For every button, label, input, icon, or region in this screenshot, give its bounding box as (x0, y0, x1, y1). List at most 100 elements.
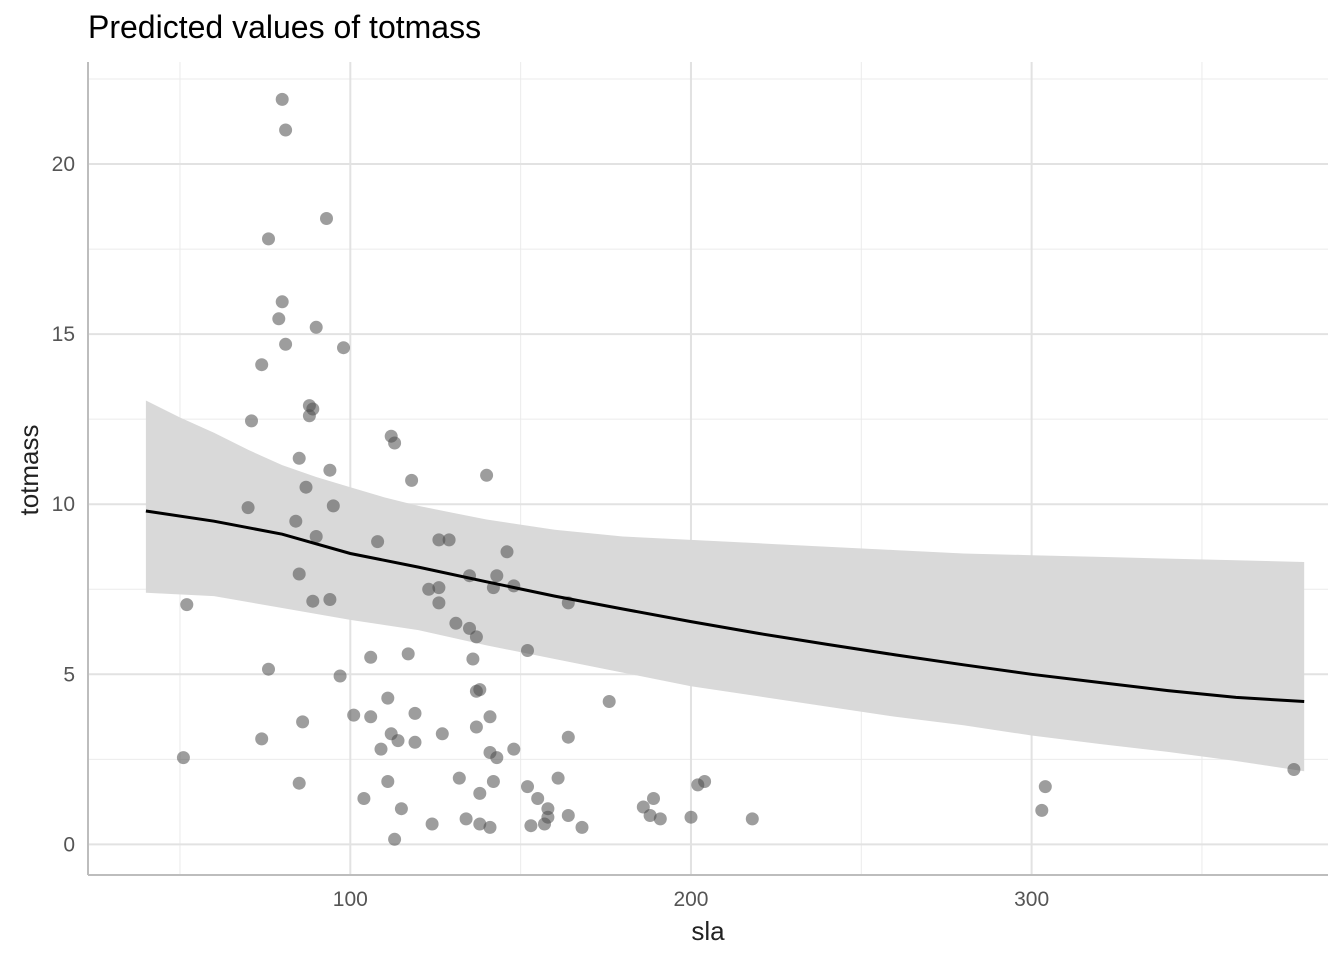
data-point (521, 644, 534, 657)
data-point (408, 706, 422, 720)
data-point (255, 358, 269, 372)
data-point (381, 691, 395, 705)
data-point (442, 533, 456, 547)
data-point (364, 710, 378, 724)
y-tick-label: 0 (63, 833, 75, 856)
data-point (745, 812, 759, 826)
y-tick-label: 15 (52, 323, 75, 346)
data-point (388, 832, 402, 846)
data-point (483, 710, 497, 724)
data-point (323, 463, 337, 477)
data-point (289, 514, 303, 528)
data-point (425, 817, 439, 831)
data-point (275, 92, 289, 106)
x-axis-ticks: 100 200 300 (333, 888, 1049, 911)
y-tick-label: 5 (63, 663, 75, 686)
data-point (279, 337, 293, 351)
data-point (262, 662, 275, 676)
data-point (1035, 803, 1049, 817)
data-point (466, 652, 480, 666)
data-point (432, 581, 446, 595)
data-point (302, 409, 316, 423)
data-point (432, 596, 446, 610)
data-point (326, 499, 340, 513)
data-point (279, 123, 293, 137)
data-point (292, 451, 306, 465)
data-point (241, 501, 255, 515)
data-point (374, 742, 388, 756)
data-point (401, 647, 415, 661)
x-tick-label: 100 (333, 888, 368, 911)
data-point (176, 751, 190, 765)
data-point (408, 735, 422, 749)
data-point (388, 436, 402, 450)
data-point (452, 771, 466, 785)
data-point (337, 341, 350, 355)
data-point (391, 734, 405, 748)
data-point (422, 582, 436, 596)
data-point (333, 669, 347, 683)
x-tick-label: 200 (673, 888, 708, 911)
data-point (653, 812, 667, 826)
data-point (500, 545, 514, 559)
data-point (524, 819, 538, 833)
y-axis-label: totmass (14, 424, 44, 515)
data-point (292, 776, 306, 790)
data-point (432, 533, 446, 547)
y-tick-label: 20 (52, 153, 75, 176)
data-point (538, 817, 551, 831)
data-point (490, 751, 504, 765)
data-point (255, 732, 269, 746)
data-point (691, 778, 705, 792)
data-point (490, 569, 504, 583)
data-point (394, 802, 408, 816)
data-point (364, 650, 378, 664)
data-point (309, 530, 323, 543)
data-point (272, 312, 286, 326)
data-point (262, 232, 275, 246)
data-point (684, 810, 698, 824)
data-point (480, 468, 494, 482)
data-point (347, 708, 361, 722)
data-point (1287, 763, 1301, 776)
data-point (531, 792, 545, 805)
y-tick-label: 10 (52, 493, 75, 516)
data-point (507, 742, 521, 756)
data-point (405, 473, 419, 487)
data-point (486, 775, 500, 788)
data-point (449, 616, 463, 630)
data-point (551, 771, 565, 785)
x-tick-label: 300 (1014, 888, 1049, 911)
confidence-band (145, 400, 1305, 772)
data-point (299, 480, 313, 494)
data-point (320, 212, 333, 225)
chart-title: Predicted values of totmass (88, 9, 481, 45)
prediction-line (145, 509, 1305, 703)
data-point (483, 820, 497, 834)
x-axis-label: sla (691, 916, 725, 946)
data-point (469, 720, 483, 734)
data-point (521, 780, 534, 794)
data-point (309, 320, 323, 334)
data-point (561, 809, 575, 822)
data-point (473, 817, 487, 831)
data-point (435, 727, 449, 741)
data-point (180, 598, 194, 612)
data-point (561, 730, 575, 744)
data-point (245, 414, 258, 428)
data-point (1038, 780, 1052, 794)
data-point (306, 594, 320, 608)
data-point (575, 820, 589, 834)
y-axis-ticks: 0 5 10 15 20 (52, 153, 75, 856)
data-point (647, 792, 660, 805)
data-point (473, 786, 487, 800)
data-point (371, 535, 385, 549)
data-point (469, 630, 483, 644)
data-point (469, 684, 483, 698)
data-point (323, 593, 337, 606)
data-point (296, 715, 310, 729)
data-point (459, 812, 473, 826)
data-point (275, 295, 289, 309)
data-point (357, 792, 371, 805)
